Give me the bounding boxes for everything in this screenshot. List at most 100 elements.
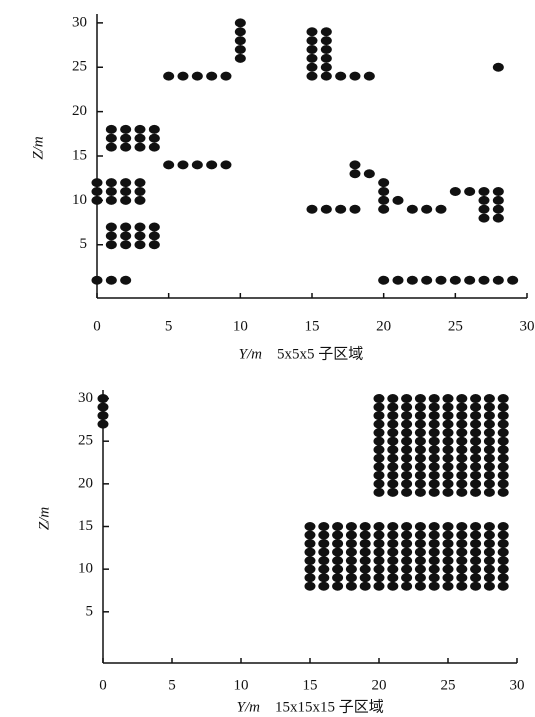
point xyxy=(387,411,399,421)
point xyxy=(318,539,330,549)
point xyxy=(497,411,509,421)
point xyxy=(470,453,482,463)
point xyxy=(483,487,495,497)
point xyxy=(483,564,495,574)
point xyxy=(483,556,495,566)
point xyxy=(401,470,413,480)
point xyxy=(373,445,385,455)
point xyxy=(428,547,440,557)
point xyxy=(120,195,132,205)
point xyxy=(105,142,117,152)
point xyxy=(105,133,117,143)
point xyxy=(414,556,426,566)
point xyxy=(320,62,332,72)
point xyxy=(401,402,413,412)
x-tick-label: 30 xyxy=(520,318,535,334)
point xyxy=(414,479,426,489)
point xyxy=(378,275,390,285)
point xyxy=(456,479,468,489)
point xyxy=(428,479,440,489)
point xyxy=(134,124,146,134)
point xyxy=(97,411,109,421)
point xyxy=(97,419,109,429)
point xyxy=(464,275,476,285)
y-axis-label: Z/m xyxy=(36,507,52,531)
point xyxy=(442,394,454,404)
point xyxy=(497,573,509,583)
point xyxy=(428,564,440,574)
point xyxy=(387,419,399,429)
point xyxy=(470,462,482,472)
y-tick-label: 15 xyxy=(78,518,93,534)
point xyxy=(373,411,385,421)
point xyxy=(332,522,344,531)
point xyxy=(332,573,344,583)
point xyxy=(414,411,426,421)
point xyxy=(134,231,146,241)
point xyxy=(414,462,426,472)
point xyxy=(414,539,426,549)
point xyxy=(497,428,509,438)
point xyxy=(387,394,399,404)
point xyxy=(349,71,361,81)
point xyxy=(428,530,440,540)
point xyxy=(387,402,399,412)
point xyxy=(401,547,413,557)
y-tick-label: 20 xyxy=(72,103,87,119)
y-axis-label: Z/m xyxy=(30,136,46,160)
x-tick-label: 20 xyxy=(376,318,391,334)
point xyxy=(387,539,399,549)
point xyxy=(335,71,347,81)
point xyxy=(442,581,454,591)
x-tick-label: 30 xyxy=(510,677,525,693)
point xyxy=(392,195,404,205)
point xyxy=(497,487,509,497)
point xyxy=(332,556,344,566)
point xyxy=(387,487,399,497)
point xyxy=(428,453,440,463)
point xyxy=(428,436,440,446)
point xyxy=(414,564,426,574)
point xyxy=(105,187,117,196)
point xyxy=(497,394,509,404)
point xyxy=(456,564,468,574)
point xyxy=(497,470,509,480)
point xyxy=(318,573,330,583)
point xyxy=(387,573,399,583)
point xyxy=(387,470,399,480)
point xyxy=(120,142,132,152)
point xyxy=(378,187,390,196)
x-axis-label: Y/m xyxy=(239,346,263,362)
y-tick-label: 25 xyxy=(78,433,93,449)
point xyxy=(401,436,413,446)
point xyxy=(492,204,504,214)
point xyxy=(363,169,375,179)
x-tick-label: 20 xyxy=(372,677,387,693)
point xyxy=(414,470,426,480)
point xyxy=(414,394,426,404)
point xyxy=(428,522,440,531)
point xyxy=(373,547,385,557)
point xyxy=(442,419,454,429)
point xyxy=(483,547,495,557)
point xyxy=(428,445,440,455)
y-tick-label: 5 xyxy=(80,236,88,252)
point xyxy=(414,445,426,455)
point xyxy=(483,522,495,531)
point xyxy=(387,530,399,540)
x-tick-label: 0 xyxy=(93,318,101,334)
point xyxy=(105,178,117,188)
point xyxy=(191,71,203,81)
point xyxy=(120,133,132,143)
point xyxy=(483,530,495,540)
point xyxy=(105,231,117,241)
point xyxy=(304,581,316,591)
point xyxy=(359,530,371,540)
point xyxy=(332,530,344,540)
point xyxy=(120,178,132,188)
point xyxy=(470,445,482,455)
point xyxy=(91,275,103,285)
point xyxy=(442,564,454,574)
point xyxy=(134,222,146,232)
